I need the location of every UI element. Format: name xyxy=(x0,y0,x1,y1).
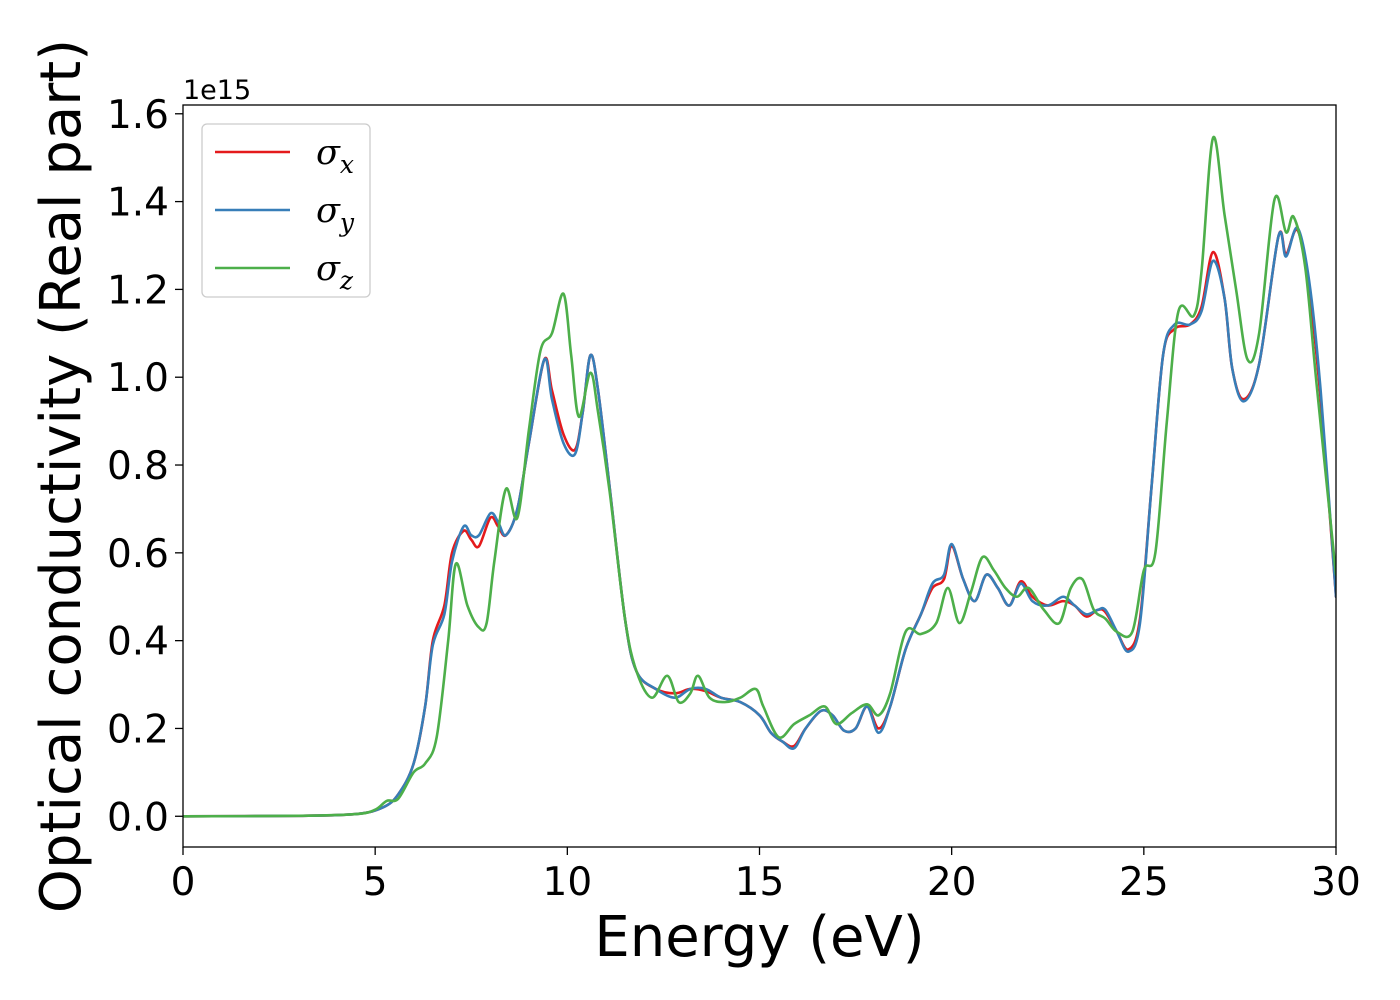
series-line-sigma-z xyxy=(183,135,1336,818)
x-axis-label: Energy (eV) xyxy=(594,905,924,970)
y-tick-label: 1.0 xyxy=(107,356,169,401)
y-tick-label: 1.2 xyxy=(107,268,169,313)
y-tick-label: 1.4 xyxy=(107,181,169,226)
y-tick-label: 1.6 xyxy=(107,93,169,138)
series-layer xyxy=(183,135,1336,818)
x-tick-label: 20 xyxy=(927,860,977,905)
legend-entry-sigma-x: σx xyxy=(316,133,354,179)
y-axis-offset-text: 1e15 xyxy=(183,75,251,106)
y-axis-ticks: 0.0 0.2 0.4 0.6 0.8 1.0 1.2 1.4 1.6 xyxy=(107,93,183,840)
x-tick-label: 10 xyxy=(543,860,593,905)
legend-entry-sigma-y: σy xyxy=(316,191,355,237)
y-tick-label: 0.8 xyxy=(107,444,169,489)
legend: σx σy σz xyxy=(201,123,371,298)
x-tick-label: 5 xyxy=(363,860,388,905)
x-tick-label: 30 xyxy=(1311,860,1361,905)
y-tick-label: 0.4 xyxy=(107,620,169,665)
x-tick-label: 0 xyxy=(171,860,196,905)
legend-entry-sigma-z: σz xyxy=(316,249,354,295)
x-axis-ticks: 0 5 10 15 20 25 30 xyxy=(171,847,1361,905)
y-axis-label: Optical conductivity (Real part) xyxy=(29,39,94,913)
y-tick-label: 0.0 xyxy=(107,795,169,840)
x-tick-label: 25 xyxy=(1119,860,1169,905)
y-tick-label: 0.6 xyxy=(107,532,169,577)
x-tick-label: 15 xyxy=(735,860,785,905)
y-tick-label: 0.2 xyxy=(107,707,169,752)
